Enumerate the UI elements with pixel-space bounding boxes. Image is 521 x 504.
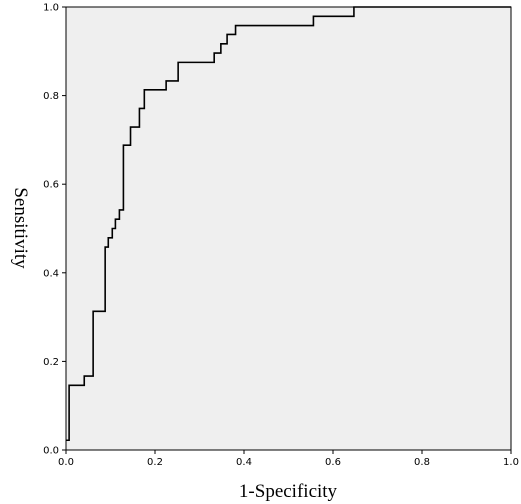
tick-labels: 0.0 0.2 0.4 0.6 0.8 1.0 0.0 0.2 0.4 0.6 0.8 1.0 xyxy=(43,3,519,469)
y-tick-label: 0.8 xyxy=(43,91,59,102)
x-tick-label: 0.0 xyxy=(58,457,74,468)
y-tick-label: 0.4 xyxy=(43,268,59,279)
roc-curve-line xyxy=(66,6,511,442)
x-tick-label: 1.0 xyxy=(503,457,519,468)
x-tick-label: 0.6 xyxy=(325,457,341,468)
plot-area xyxy=(65,6,512,451)
x-axis-title: 1-Specificity xyxy=(239,481,338,502)
y-tick-label: 1.0 xyxy=(43,3,59,14)
x-tick-label: 0.4 xyxy=(236,457,252,468)
x-tick-label: 0.2 xyxy=(147,457,163,468)
y-tick-label: 0.2 xyxy=(43,357,59,368)
y-tick-label: 0.0 xyxy=(43,446,59,457)
x-tick-label: 0.8 xyxy=(414,457,430,468)
y-axis-title: Sensitivity xyxy=(10,187,31,269)
y-tick-label: 0.6 xyxy=(43,180,59,191)
axis-ticks xyxy=(62,6,512,454)
